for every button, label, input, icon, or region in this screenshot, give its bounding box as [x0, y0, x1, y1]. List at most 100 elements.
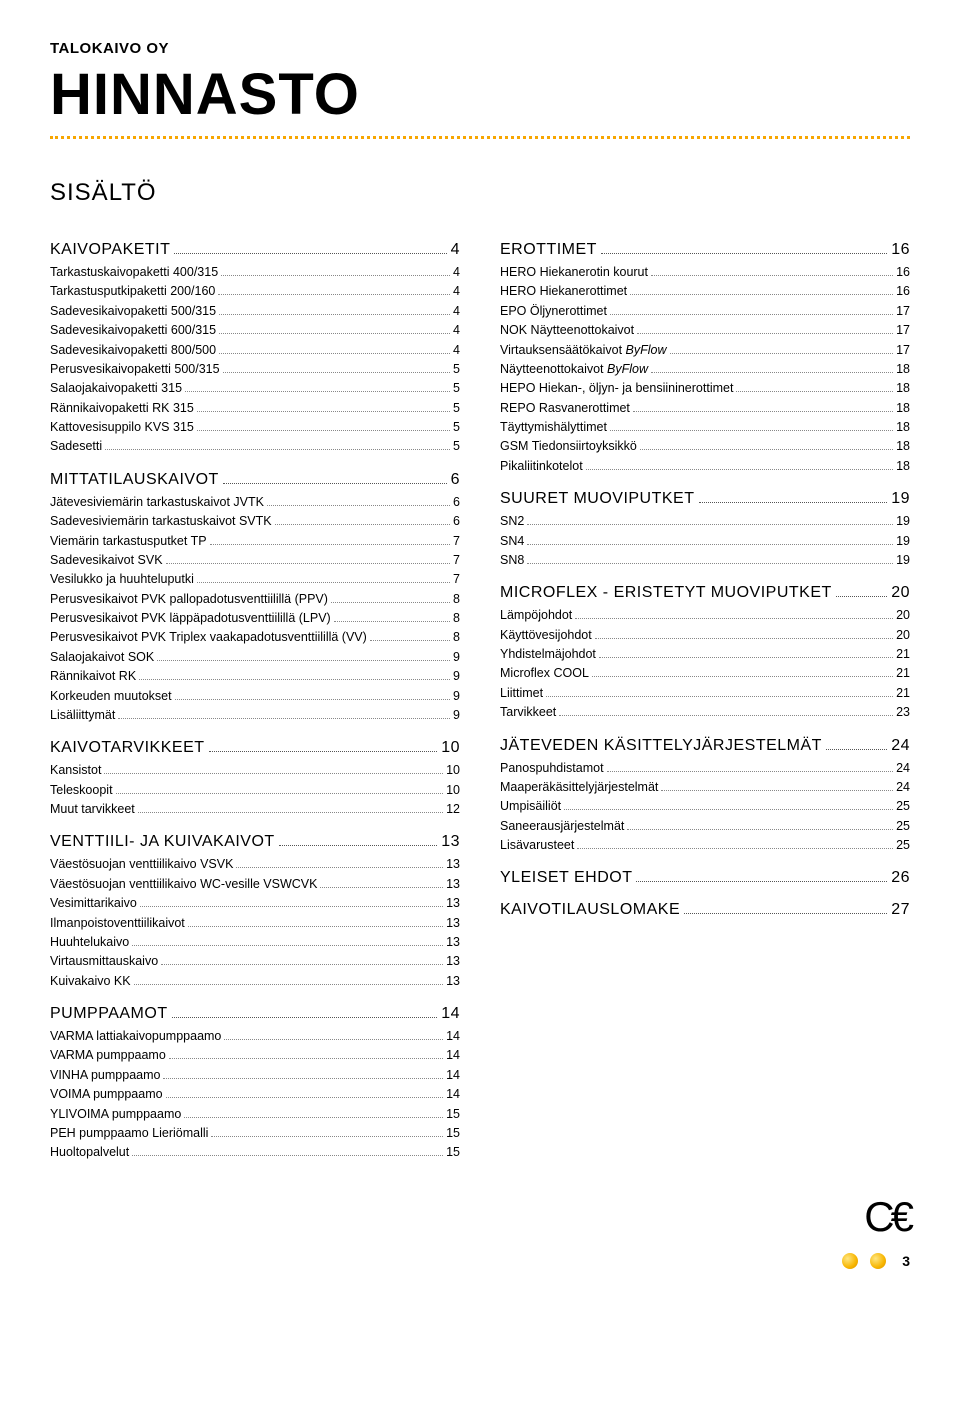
toc-label: HEPO Hiekan-, öljyn- ja bensiininerottim… — [500, 379, 733, 398]
toc-page: 6 — [453, 512, 460, 531]
toc-item[interactable]: VARMA lattiakaivopumppaamo14 — [50, 1027, 460, 1046]
toc-item[interactable]: SN419 — [500, 532, 910, 551]
toc-label: Salaojakaivot SOK — [50, 648, 154, 667]
toc-item[interactable]: Sadevesikaivopaketti 800/5004 — [50, 341, 460, 360]
toc-item[interactable]: HERO Hiekanerotin kourut16 — [500, 263, 910, 282]
toc-item[interactable]: Lisävarusteet25 — [500, 836, 910, 855]
toc-item[interactable]: Kansistot10 — [50, 761, 460, 780]
toc-item[interactable]: Maaperäkäsittelyjärjestelmät24 — [500, 778, 910, 797]
toc-label: Salaojakaivopaketti 315 — [50, 379, 182, 398]
toc-section[interactable]: KAIVOPAKETIT4 — [50, 241, 460, 259]
toc-item[interactable]: Muut tarvikkeet12 — [50, 800, 460, 819]
toc-item[interactable]: Vesimittarikaivo13 — [50, 894, 460, 913]
toc-label: Sadevesikaivopaketti 600/315 — [50, 321, 216, 340]
toc-label: Perusvesikaivopaketti 500/315 — [50, 360, 220, 379]
toc-label: VINHA pumppaamo — [50, 1066, 160, 1085]
toc-item[interactable]: Tarkastuskaivopaketti 400/3154 — [50, 263, 460, 282]
toc-item[interactable]: Täyttymishälyttimet18 — [500, 418, 910, 437]
toc-item[interactable]: EPO Öljynerottimet17 — [500, 302, 910, 321]
toc-item[interactable]: SN219 — [500, 512, 910, 531]
toc-item[interactable]: Sadevesiviemärin tarkastuskaivot SVTK6 — [50, 512, 460, 531]
toc-item[interactable]: Sadevesikaivopaketti 500/3154 — [50, 302, 460, 321]
toc-item[interactable]: Tarkastusputkipaketti 200/1604 — [50, 282, 460, 301]
toc-item[interactable]: Ilmanpoistoventtiilikaivot13 — [50, 914, 460, 933]
toc-page: 25 — [896, 836, 910, 855]
toc-leader — [640, 449, 893, 450]
toc-label: Ilmanpoistoventtiilikaivot — [50, 914, 185, 933]
toc-label: Kattovesisuppilo KVS 315 — [50, 418, 194, 437]
toc-item[interactable]: Salaojakaivopaketti 3155 — [50, 379, 460, 398]
toc-item[interactable]: Microflex COOL21 — [500, 664, 910, 683]
toc-item[interactable]: SN819 — [500, 551, 910, 570]
toc-item[interactable]: VARMA pumppaamo14 — [50, 1046, 460, 1065]
toc-item[interactable]: Pikaliitinkotelot18 — [500, 457, 910, 476]
toc-section[interactable]: YLEISET EHDOT26 — [500, 869, 910, 887]
toc-item[interactable]: PEH pumppaamo Lieriömalli15 — [50, 1124, 460, 1143]
toc-item[interactable]: Yhdistelmäjohdot21 — [500, 645, 910, 664]
toc-item[interactable]: Näytteenottokaivot ByFlow18 — [500, 360, 910, 379]
toc-section[interactable]: MITTATILAUSKAIVOT6 — [50, 471, 460, 489]
toc-item[interactable]: Rännikaivopaketti RK 3155 — [50, 399, 460, 418]
toc-leader — [140, 906, 443, 907]
toc-item[interactable]: YLIVOIMA pumppaamo15 — [50, 1105, 460, 1124]
toc-item[interactable]: Lämpöjohdot20 — [500, 606, 910, 625]
toc-item[interactable]: Huoltopalvelut15 — [50, 1143, 460, 1162]
toc-item[interactable]: Umpisäiliöt25 — [500, 797, 910, 816]
toc-item[interactable]: Jätevesiviemärin tarkastuskaivot JVTK6 — [50, 493, 460, 512]
toc-section[interactable]: VENTTIILI- JA KUIVAKAIVOT13 — [50, 833, 460, 851]
toc-label: Perusvesikaivot PVK pallopadotusventtiil… — [50, 590, 328, 609]
toc-page: 5 — [453, 418, 460, 437]
toc-item[interactable]: Lisäliittymät9 — [50, 706, 460, 725]
toc-section[interactable]: JÄTEVEDEN KÄSITTELYJÄRJESTELMÄT24 — [500, 737, 910, 755]
toc-item[interactable]: Väestösuojan venttiilikaivo WC-vesille V… — [50, 875, 460, 894]
toc-leader — [651, 275, 893, 276]
toc-item[interactable]: Saneerausjärjestelmät25 — [500, 817, 910, 836]
toc-item[interactable]: Virtauksensäätökaivot ByFlow17 — [500, 341, 910, 360]
toc-label: HERO Hiekanerottimet — [500, 282, 627, 301]
toc-page: 7 — [453, 570, 460, 589]
toc-item[interactable]: Väestösuojan venttiilikaivo VSVK13 — [50, 855, 460, 874]
toc-item[interactable]: Rännikaivot RK9 — [50, 667, 460, 686]
toc-section[interactable]: MICROFLEX - ERISTETYT MUOVIPUTKET20 — [500, 584, 910, 602]
toc-section[interactable]: SUURET MUOVIPUTKET19 — [500, 490, 910, 508]
toc-leader — [197, 430, 450, 431]
toc-item[interactable]: Sadevesikaivot SVK7 — [50, 551, 460, 570]
toc-page: 19 — [896, 512, 910, 531]
toc-item[interactable]: Perusvesikaivopaketti 500/3155 — [50, 360, 460, 379]
toc-section[interactable]: KAIVOTILAUSLOMAKE27 — [500, 901, 910, 919]
toc-item[interactable]: Korkeuden muutokset9 — [50, 687, 460, 706]
toc-item[interactable]: VINHA pumppaamo14 — [50, 1066, 460, 1085]
toc-page: 19 — [896, 532, 910, 551]
toc-label: Väestösuojan venttiilikaivo WC-vesille V… — [50, 875, 317, 894]
toc-leader — [599, 657, 893, 658]
toc-item[interactable]: HERO Hiekanerottimet16 — [500, 282, 910, 301]
toc-section[interactable]: KAIVOTARVIKKEET10 — [50, 739, 460, 757]
toc-item[interactable]: Salaojakaivot SOK9 — [50, 648, 460, 667]
toc-leader — [577, 848, 893, 849]
toc-item[interactable]: Käyttövesijohdot20 — [500, 626, 910, 645]
toc-item[interactable]: NOK Näytteenottokaivot17 — [500, 321, 910, 340]
toc-label: Virtausmittauskaivo — [50, 952, 158, 971]
toc-item[interactable]: REPO Rasvanerottimet18 — [500, 399, 910, 418]
toc-item[interactable]: VOIMA pumppaamo14 — [50, 1085, 460, 1104]
toc-item[interactable]: Panospuhdistamot24 — [500, 759, 910, 778]
toc-item[interactable]: Teleskoopit10 — [50, 781, 460, 800]
toc-item[interactable]: Kattovesisuppilo KVS 315 5 — [50, 418, 460, 437]
toc-item[interactable]: Virtausmittauskaivo13 — [50, 952, 460, 971]
toc-section[interactable]: PUMPPAAMOT14 — [50, 1005, 460, 1023]
toc-page: 14 — [446, 1027, 460, 1046]
toc-item[interactable]: GSM Tiedonsiirtoyksikkö18 — [500, 437, 910, 456]
toc-item[interactable]: Perusvesikaivot PVK Triplex vaakapadotus… — [50, 628, 460, 647]
toc-item[interactable]: Vesilukko ja huuhteluputki7 — [50, 570, 460, 589]
toc-item[interactable]: Liittimet21 — [500, 684, 910, 703]
toc-item[interactable]: HEPO Hiekan-, öljyn- ja bensiininerottim… — [500, 379, 910, 398]
toc-item[interactable]: Sadevesikaivopaketti 600/3154 — [50, 321, 460, 340]
toc-item[interactable]: Viemärin tarkastusputket TP7 — [50, 532, 460, 551]
toc-section[interactable]: EROTTIMET16 — [500, 241, 910, 259]
toc-item[interactable]: Kuivakaivo KK13 — [50, 972, 460, 991]
toc-item[interactable]: Perusvesikaivot PVK läppäpadotusventtiil… — [50, 609, 460, 628]
toc-item[interactable]: Perusvesikaivot PVK pallopadotusventtiil… — [50, 590, 460, 609]
toc-item[interactable]: Huuhtelukaivo13 — [50, 933, 460, 952]
toc-item[interactable]: Tarvikkeet23 — [500, 703, 910, 722]
toc-item[interactable]: Sadesetti5 — [50, 437, 460, 456]
